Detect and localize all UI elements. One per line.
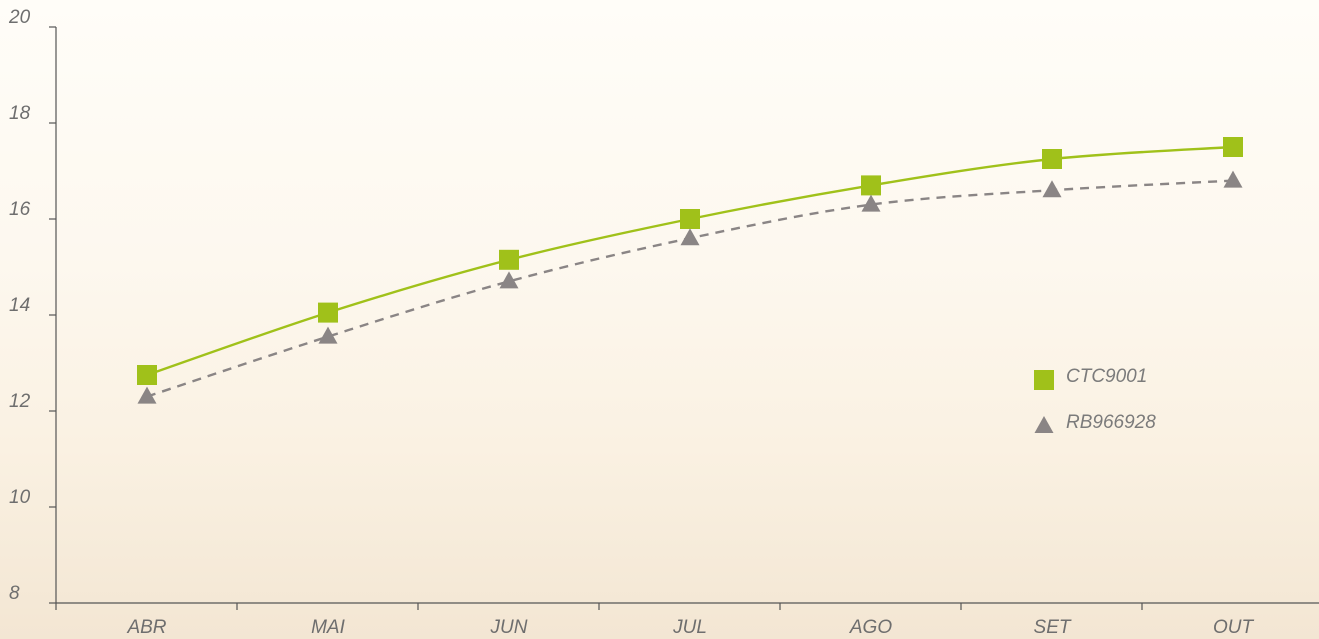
x-tick-label: MAI (311, 617, 346, 638)
data-point-ctc9001 (318, 302, 338, 323)
data-point-rb966928 (1042, 180, 1062, 198)
legend: CTC9001 RB966928 (1034, 366, 1156, 433)
data-point-ctc9001 (1223, 137, 1243, 157)
x-tick-label: SET (1034, 617, 1072, 638)
x-tick-label: OUT (1213, 617, 1255, 638)
data-point-ctc9001 (861, 175, 881, 196)
series-layer (137, 137, 1243, 404)
y-tick-label: 20 (8, 7, 31, 28)
data-point-ctc9001 (499, 249, 519, 270)
x-tick-label: JUN (490, 617, 528, 638)
data-point-rb966928 (137, 386, 157, 404)
data-point-rb966928 (1223, 170, 1243, 188)
data-point-rb966928 (318, 326, 338, 344)
y-tick-label: 12 (9, 391, 31, 412)
series-line-ctc9001 (146, 145, 1234, 377)
y-tick-label: 14 (9, 295, 30, 316)
legend-marker-rb966928 (1034, 416, 1054, 433)
data-point-rb966928 (499, 271, 519, 289)
x-tick-label: AGO (849, 617, 892, 638)
axes: 8 10 12 14 16 18 20 ABR MAI JUN JUL AGO SET OUT (8, 7, 1319, 638)
data-point-ctc9001 (680, 209, 700, 229)
y-tick-label: 18 (9, 103, 31, 124)
data-point-rb966928 (861, 194, 881, 212)
data-point-rb966928 (680, 228, 700, 246)
x-tick-label: ABR (126, 617, 166, 638)
data-point-ctc9001 (137, 365, 157, 385)
x-tick-label: JUL (672, 617, 707, 638)
data-point-ctc9001 (1042, 149, 1062, 169)
legend-label-rb966928: RB966928 (1066, 412, 1156, 433)
y-tick-label: 16 (9, 199, 31, 220)
legend-label-ctc9001: CTC9001 (1066, 366, 1147, 387)
legend-marker-ctc9001 (1034, 370, 1054, 390)
y-tick-label: 10 (9, 487, 31, 508)
y-tick-label: 8 (9, 583, 20, 604)
